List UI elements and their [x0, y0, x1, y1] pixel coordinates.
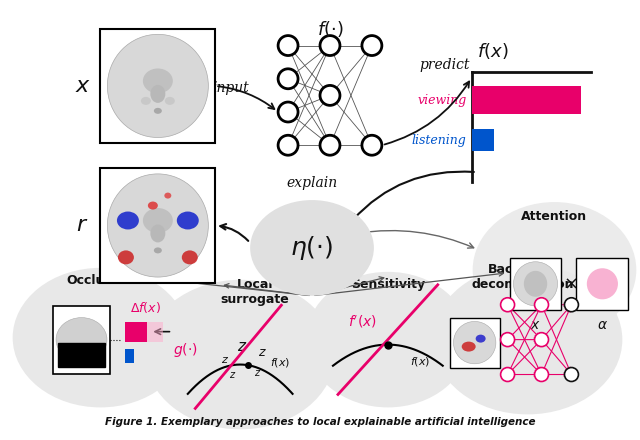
Circle shape [500, 333, 515, 347]
Text: $r$: $r$ [76, 214, 89, 236]
FancyBboxPatch shape [52, 306, 111, 374]
Bar [125, 322, 147, 341]
Text: $\eta(\cdot)$: $\eta(\cdot)$ [291, 234, 333, 262]
Ellipse shape [306, 272, 470, 407]
Bar [472, 129, 493, 151]
Circle shape [534, 298, 548, 312]
Ellipse shape [108, 34, 209, 138]
Ellipse shape [145, 280, 335, 429]
Ellipse shape [154, 108, 162, 114]
FancyBboxPatch shape [509, 258, 561, 310]
Text: $z$: $z$ [228, 370, 236, 380]
Circle shape [362, 36, 382, 55]
Text: $g(\cdot)$: $g(\cdot)$ [173, 341, 198, 359]
Text: viewing: viewing [417, 94, 467, 107]
Ellipse shape [56, 318, 107, 362]
Ellipse shape [177, 212, 199, 230]
Circle shape [278, 135, 298, 155]
Text: Figure 1. Exemplary approaches to local explainable artificial intelligence: Figure 1. Exemplary approaches to local … [105, 418, 535, 427]
Circle shape [500, 298, 515, 312]
Circle shape [320, 85, 340, 105]
Circle shape [278, 36, 298, 55]
Ellipse shape [182, 250, 198, 264]
Ellipse shape [150, 224, 165, 242]
Circle shape [534, 367, 548, 381]
Ellipse shape [118, 250, 134, 264]
Ellipse shape [473, 202, 636, 337]
Text: Sensitivity: Sensitivity [351, 278, 425, 291]
Ellipse shape [476, 335, 486, 343]
Ellipse shape [461, 341, 476, 352]
Bar [472, 86, 581, 114]
Ellipse shape [513, 262, 557, 306]
Text: listening: listening [412, 134, 467, 147]
Text: $f(x)$: $f(x)$ [477, 40, 508, 61]
Ellipse shape [143, 208, 173, 233]
Text: input: input [212, 81, 248, 95]
Text: $f(x)$: $f(x)$ [270, 356, 291, 369]
Circle shape [278, 102, 298, 122]
Bar [125, 322, 163, 341]
Ellipse shape [148, 202, 158, 209]
Text: $x$: $x$ [74, 75, 90, 97]
FancyBboxPatch shape [450, 318, 500, 367]
Ellipse shape [433, 265, 622, 414]
Text: $f^{\prime}(x)$: $f^{\prime}(x)$ [349, 314, 378, 330]
Ellipse shape [587, 268, 618, 299]
Text: $\times$: $\times$ [563, 275, 578, 293]
Text: Backward
decomposition: Backward decomposition [471, 263, 574, 291]
Circle shape [500, 367, 515, 381]
Text: $z$: $z$ [258, 346, 266, 359]
Circle shape [320, 36, 340, 55]
Ellipse shape [154, 247, 162, 253]
Circle shape [320, 135, 340, 155]
Text: $f(x)$: $f(x)$ [410, 355, 430, 368]
Text: $z$: $z$ [255, 367, 262, 378]
Bar [125, 348, 134, 363]
Circle shape [278, 69, 298, 89]
Text: $z$: $z$ [221, 355, 229, 365]
FancyBboxPatch shape [100, 29, 215, 143]
Text: $x$: $x$ [530, 318, 541, 332]
Circle shape [564, 367, 579, 381]
Ellipse shape [165, 97, 175, 105]
Text: Local
surrogate: Local surrogate [221, 278, 289, 306]
Ellipse shape [117, 212, 139, 230]
Text: $\Delta f(x)$: $\Delta f(x)$ [131, 300, 161, 315]
Ellipse shape [143, 69, 173, 93]
Ellipse shape [150, 85, 165, 103]
Ellipse shape [524, 271, 547, 297]
Ellipse shape [250, 200, 374, 296]
Text: Occlusion: Occlusion [67, 274, 134, 287]
Circle shape [362, 135, 382, 155]
Text: $f(\cdot)$: $f(\cdot)$ [317, 18, 343, 39]
Circle shape [534, 333, 548, 347]
FancyBboxPatch shape [577, 258, 628, 310]
Ellipse shape [141, 97, 151, 105]
FancyBboxPatch shape [100, 168, 215, 283]
Text: Attention: Attention [522, 209, 588, 223]
Text: predict: predict [419, 59, 470, 73]
Text: $\alpha$: $\alpha$ [597, 318, 608, 332]
Ellipse shape [108, 174, 209, 277]
Ellipse shape [454, 322, 496, 364]
FancyBboxPatch shape [58, 343, 106, 367]
Ellipse shape [13, 268, 188, 407]
Ellipse shape [164, 193, 172, 198]
Text: explain: explain [287, 176, 337, 190]
Text: $z$: $z$ [237, 340, 247, 354]
Circle shape [564, 298, 579, 312]
